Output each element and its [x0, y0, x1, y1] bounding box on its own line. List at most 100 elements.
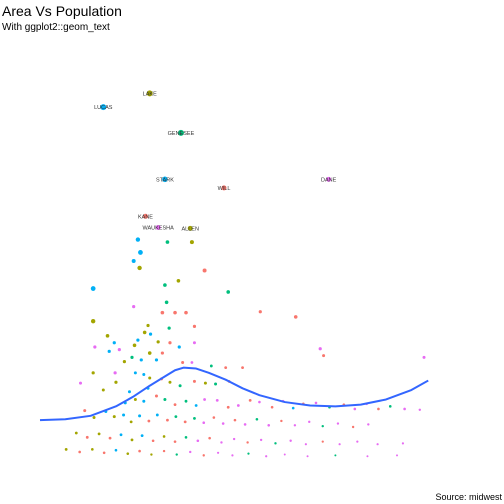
scatter-point-38 — [130, 355, 134, 359]
scatter-point-39 — [139, 358, 143, 362]
scatter-point-3 — [131, 259, 136, 264]
scatter-point-149 — [126, 452, 130, 455]
scatter-point-92 — [83, 409, 87, 413]
chart-subtitle: With ggplot2::geom_text — [2, 22, 110, 33]
scatter-point-14 — [173, 310, 177, 315]
scatter-point-53 — [142, 373, 146, 377]
labeled-point-genesee — [177, 129, 184, 136]
scatter-point-120 — [85, 435, 89, 439]
scatter-point-87 — [353, 407, 357, 411]
scatter-point-23 — [136, 338, 140, 342]
scatter-point-144 — [64, 447, 68, 451]
scatter-point-13 — [160, 310, 165, 315]
scatter-point-100 — [155, 413, 159, 417]
scatter-point-165 — [418, 408, 421, 411]
scatter-point-96 — [122, 413, 126, 417]
scatter-point-0 — [135, 237, 141, 242]
scatter-point-79 — [258, 400, 261, 404]
scatter-point-98 — [138, 414, 142, 418]
scatter-point-124 — [130, 438, 134, 442]
scatter-point-135 — [259, 438, 263, 442]
scatter-point-82 — [291, 406, 295, 410]
scatter-point-163 — [366, 455, 369, 458]
scatter-point-49 — [91, 371, 95, 375]
scatter-point-1 — [138, 250, 143, 255]
scatter-point-155 — [202, 454, 205, 457]
scatter-point-41 — [318, 347, 322, 351]
scatter-point-47 — [224, 366, 228, 370]
scatter-point-17 — [258, 310, 262, 314]
scatter-point-110 — [255, 417, 259, 421]
scatter-point-159 — [265, 455, 268, 458]
scatter-point-138 — [304, 443, 307, 446]
county-label-stark: STARK — [156, 177, 174, 183]
scatter-point-91 — [403, 407, 406, 411]
scatter-point-74 — [203, 398, 206, 401]
scatter-point-116 — [336, 422, 340, 425]
scatter-point-133 — [232, 437, 236, 441]
scatter-point-90 — [388, 405, 392, 408]
county-label-lake: LAKE — [143, 91, 157, 97]
scatter-point-33 — [117, 348, 121, 352]
scatter-point-69 — [154, 394, 158, 398]
scatter-point-18 — [293, 315, 298, 319]
scatter-point-118 — [367, 423, 370, 426]
scatter-point-64 — [101, 388, 105, 392]
smooth-trend-line — [39, 366, 429, 422]
scatter-point-119 — [74, 431, 78, 435]
scatter-point-59 — [192, 379, 196, 383]
scatter-point-80 — [270, 405, 274, 409]
scatter-point-145 — [78, 450, 81, 454]
county-label-lucas: LUCAS — [94, 105, 113, 111]
scatter-point-127 — [162, 435, 166, 438]
scatter-point-93 — [92, 416, 96, 420]
scatter-point-147 — [102, 451, 106, 455]
scatter-point-65 — [127, 390, 131, 394]
scatter-point-20 — [167, 326, 171, 330]
scatter-point-10 — [90, 286, 96, 291]
scatter-point-109 — [243, 423, 247, 426]
county-label-waukesha: WAUKESHA — [143, 225, 175, 231]
scatter-point-117 — [351, 425, 355, 429]
scatter-point-146 — [91, 448, 94, 451]
scatter-point-57 — [168, 380, 172, 384]
scatter-point-134 — [246, 441, 249, 444]
scatter-point-63 — [79, 381, 83, 385]
scatter-point-40 — [122, 360, 126, 364]
scatter-point-11 — [90, 319, 96, 324]
scatter-point-43 — [422, 355, 426, 359]
scatter-point-132 — [220, 441, 223, 444]
scatter-point-112 — [280, 419, 283, 423]
scatter-point-104 — [193, 417, 196, 420]
scatter-point-161 — [306, 455, 309, 458]
county-label-will: WILL — [218, 186, 231, 192]
scatter-point-27 — [168, 341, 172, 345]
county-label-genesee: GENESEE — [168, 131, 195, 137]
scatter-point-141 — [356, 440, 359, 443]
scatter-point-67 — [133, 397, 137, 401]
chart-title: Area Vs Population — [2, 3, 122, 19]
scatter-point-35 — [147, 351, 152, 355]
scatter-point-76 — [226, 405, 230, 409]
scatter-point-72 — [184, 399, 188, 403]
labeled-point-allen — [187, 225, 193, 231]
scatter-point-54 — [148, 376, 152, 380]
scatter-point-25 — [132, 343, 137, 348]
scatter-point-126 — [151, 439, 155, 443]
scatter-point-102 — [174, 415, 178, 419]
scatter-point-15 — [184, 310, 188, 315]
scatter-point-103 — [183, 420, 187, 424]
county-label-allen: ALLEN — [182, 226, 199, 232]
scatter-point-37 — [154, 358, 159, 362]
scatter-point-50 — [113, 371, 117, 375]
county-label-kane: KANE — [138, 214, 153, 220]
scatter-point-9 — [226, 290, 231, 294]
scatter-point-4 — [165, 240, 170, 244]
scatter-point-164 — [396, 454, 399, 457]
chart-caption: Source: midwest — [435, 492, 502, 502]
scatter-point-78 — [248, 398, 252, 402]
scatter-point-28 — [177, 345, 181, 349]
scatter-point-158 — [247, 452, 250, 455]
scatter-point-30 — [105, 334, 110, 338]
